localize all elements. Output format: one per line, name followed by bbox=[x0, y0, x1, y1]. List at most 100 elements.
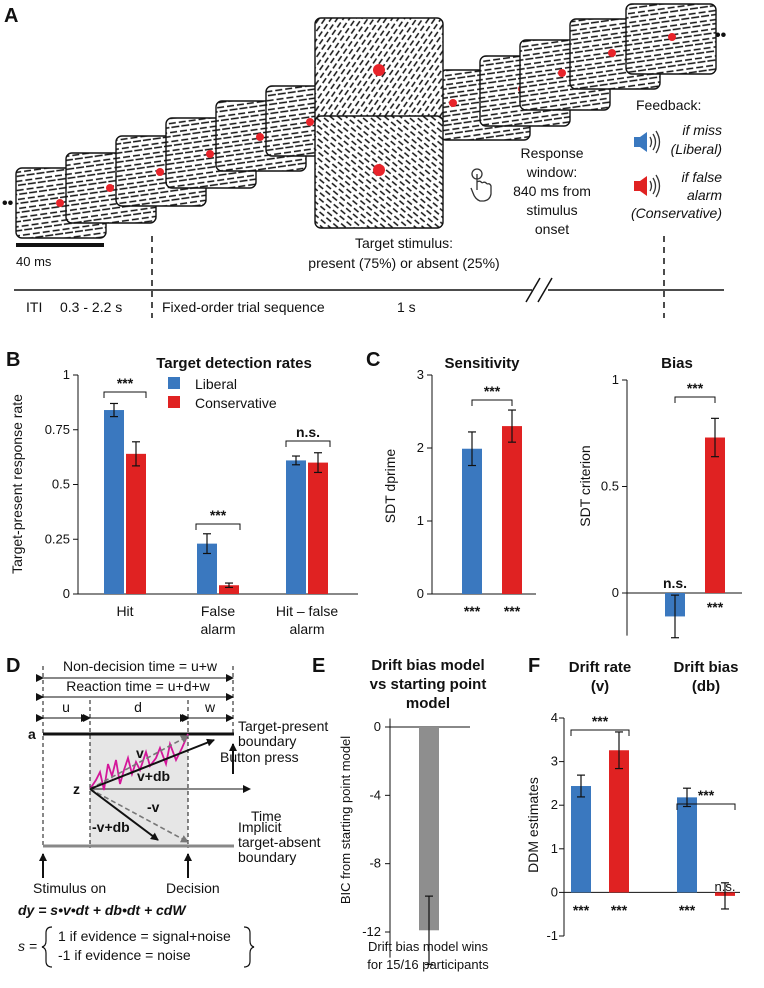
chart-f-liberal-bar bbox=[571, 786, 591, 893]
chart-e-y-tick-label: -12 bbox=[362, 924, 381, 939]
reaction-time-label: Reaction time = u+d+w bbox=[66, 678, 210, 694]
panel-a-label: A bbox=[4, 5, 18, 27]
chart-c-sens-conservative-bar bbox=[502, 426, 522, 594]
fixation-dot bbox=[56, 199, 64, 207]
leading-ellipsis: •• bbox=[2, 195, 14, 212]
chart-c-sens-y-tick-label: 2 bbox=[417, 440, 424, 455]
chart-e-footer-line1: Drift bias model wins bbox=[368, 939, 488, 954]
evidence-trace bbox=[89, 733, 189, 791]
chart-f-db-sig-bracket bbox=[676, 803, 736, 810]
chart-b-y-tick-label: 0.5 bbox=[52, 477, 70, 492]
feedback-miss-line1: if miss bbox=[682, 122, 722, 138]
scale-bar-label: 40 ms bbox=[16, 254, 52, 269]
chart-f-y-tick-label: 4 bbox=[551, 710, 558, 725]
chart-b-sig-label: n.s. bbox=[296, 424, 320, 440]
target-caption-line2: present (75%) or absent (25%) bbox=[308, 255, 499, 271]
chart-c-bias-conservative-sig: *** bbox=[707, 599, 724, 615]
chart-c-sens-ylabel: SDT dprime bbox=[382, 449, 398, 524]
chart-e-title-line1: Drift bias model bbox=[371, 657, 484, 674]
chart-c-bias-y-tick-label: 0 bbox=[612, 585, 619, 600]
chart-f-y-tick-label: 1 bbox=[551, 841, 558, 856]
decision-label: Decision bbox=[166, 880, 220, 896]
panel-a: A •• •• 40 ms Target stimulus: present (… bbox=[2, 3, 727, 318]
button-press-label: Button press bbox=[220, 749, 299, 765]
chart-e-footer-line2: for 15/16 participants bbox=[367, 957, 489, 972]
chart-f-conservative-bar bbox=[609, 750, 629, 893]
z-label: z bbox=[73, 781, 80, 797]
chart-f-group1-title-line2: (v) bbox=[591, 678, 609, 695]
panel-f: F Drift rate (v) Drift bias (db) DDM est… bbox=[525, 655, 740, 943]
left-brace bbox=[41, 926, 53, 968]
panel-c-label: C bbox=[366, 349, 380, 371]
fixation-dot bbox=[156, 168, 164, 176]
chart-f-liberal-bar bbox=[677, 797, 697, 893]
trailing-ellipsis: •• bbox=[715, 27, 727, 44]
ddm-equation: dy = s•v•dt + db•dt + cdW bbox=[18, 902, 187, 918]
chart-c-sens-y-tick-label: 3 bbox=[417, 367, 424, 382]
w-label: w bbox=[204, 699, 216, 715]
chart-b-sig-bracket bbox=[195, 523, 241, 530]
chart-b-sig-bracket bbox=[103, 391, 147, 398]
chart-f-y-tick-label: 2 bbox=[551, 797, 558, 812]
a-label: a bbox=[28, 726, 36, 742]
fixation-dot bbox=[306, 118, 314, 126]
chart-f-bottom-sig: *** bbox=[679, 902, 696, 918]
v-arrow bbox=[89, 735, 189, 790]
neg-v-db-label: -v+db bbox=[92, 819, 130, 835]
right-brace bbox=[243, 926, 255, 968]
panel-d-label: D bbox=[6, 655, 20, 677]
upper-boundary-line1: Target-present bbox=[238, 718, 328, 734]
chart-c-bias-conservative-bar bbox=[705, 437, 725, 593]
chart-f-y-tick-label: -1 bbox=[546, 928, 558, 943]
hand-pointer-icon bbox=[470, 168, 492, 202]
feedback-fa-line1: if false bbox=[682, 169, 723, 185]
chart-b-category-label: alarm bbox=[289, 621, 324, 637]
chart-e-y-tick-label: -8 bbox=[369, 856, 381, 871]
chart-c-bias: 0 0.5 1 *** n.s. *** bbox=[601, 372, 742, 639]
chart-f-db-sig-label: *** bbox=[698, 787, 715, 803]
response-window-caption: Response window: 840 ms from stimulus on… bbox=[513, 145, 591, 237]
chart-c-sens-sig-label: *** bbox=[484, 383, 501, 399]
chart-e-y-tick-label: -4 bbox=[369, 787, 381, 802]
response-caption-line4: stimulus bbox=[526, 202, 577, 218]
chart-e-title-line3: model bbox=[406, 695, 450, 712]
chart-b-conservative-bar bbox=[219, 585, 239, 594]
panel-e: E Drift bias model vs starting point mod… bbox=[312, 655, 489, 972]
chart-c-sensitivity: 0 1 2 3 *** *** *** bbox=[417, 367, 536, 619]
sequence-label: Fixed-order trial sequence bbox=[162, 299, 325, 315]
response-caption-line2: window: bbox=[526, 164, 578, 180]
chart-f-y-tick-label: 3 bbox=[551, 754, 558, 769]
lower-boundary-line3: boundary bbox=[238, 849, 296, 865]
chart-c-sens-y-tick-label: 1 bbox=[417, 513, 424, 528]
chart-c-sens-conservative-sig: *** bbox=[504, 603, 521, 619]
panel-c: C Sensitivity SDT dprime 0 1 2 3 *** *** *** B… bbox=[366, 349, 742, 639]
feedback-title: Feedback: bbox=[636, 97, 701, 113]
chart-b-ylabel: Target-present response rate bbox=[9, 394, 25, 574]
chart-c-bias-liberal-sig: n.s. bbox=[663, 575, 687, 591]
chart-c-sens-y-tick-label: 0 bbox=[417, 586, 424, 601]
fixation-dot bbox=[558, 69, 566, 77]
feedback-fa-line3: (Conservative) bbox=[631, 205, 722, 221]
chart-f-v-sig-label: *** bbox=[592, 713, 609, 729]
fixation-dot bbox=[106, 184, 114, 192]
chart-b-y-tick-label: 0 bbox=[63, 586, 70, 601]
chart-f-group2-title-line1: Drift bias bbox=[673, 659, 738, 676]
response-caption-line3: 840 ms from bbox=[513, 183, 591, 199]
chart-b-liberal-bar bbox=[104, 410, 124, 594]
chart-c-sens-sig-bracket bbox=[471, 399, 513, 406]
chart-b-category-label: Hit bbox=[116, 603, 133, 619]
stimulus-on-label: Stimulus on bbox=[33, 880, 106, 896]
decision-region bbox=[90, 734, 188, 846]
chart-b-category-label: False bbox=[201, 603, 235, 619]
fixation-dot bbox=[668, 33, 676, 41]
chart-e-y-tick-label: 0 bbox=[374, 719, 381, 734]
chart-c-bias-ylabel: SDT criterion bbox=[577, 445, 593, 526]
chart-c-bias-sig-bracket bbox=[674, 396, 716, 403]
chart-f: -1 0 1 2 3 4 *** *** *** *** *** n.s. bbox=[546, 710, 740, 943]
legend-liberal-swatch bbox=[168, 377, 180, 389]
fixation-dot bbox=[449, 99, 457, 107]
chart-c-sens-liberal-sig: *** bbox=[464, 603, 481, 619]
chart-b-conservative-bar bbox=[126, 453, 146, 594]
chart-b-sig-label: *** bbox=[117, 375, 134, 391]
